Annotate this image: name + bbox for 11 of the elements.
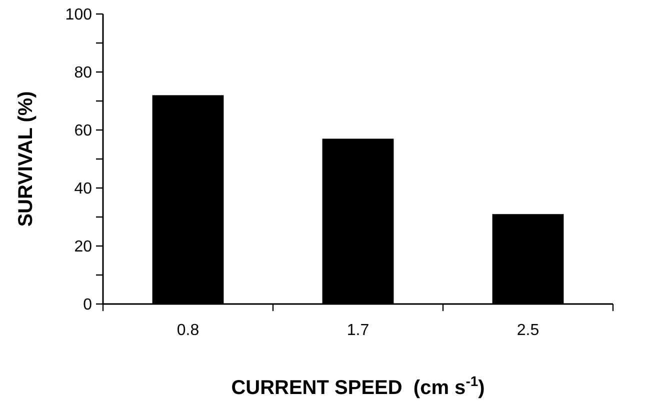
y-tick-label: 80 [74,64,92,82]
y-tick-label: 100 [65,6,92,24]
x-tick-label: 1.7 [346,322,370,339]
y-tick-label: 20 [74,238,92,256]
x-axis-title: CURRENT SPEED (cm s$^{-1}$) [231,373,485,399]
y-tick-label: 60 [74,122,92,140]
x-tick-label: 2.5 [516,322,540,339]
y-tick-label: 40 [74,180,92,198]
y-axis-title: SURVIVAL (%) [15,91,37,227]
y-tick-label: 0 [83,296,92,314]
x-tick-label: 0.8 [176,322,200,339]
